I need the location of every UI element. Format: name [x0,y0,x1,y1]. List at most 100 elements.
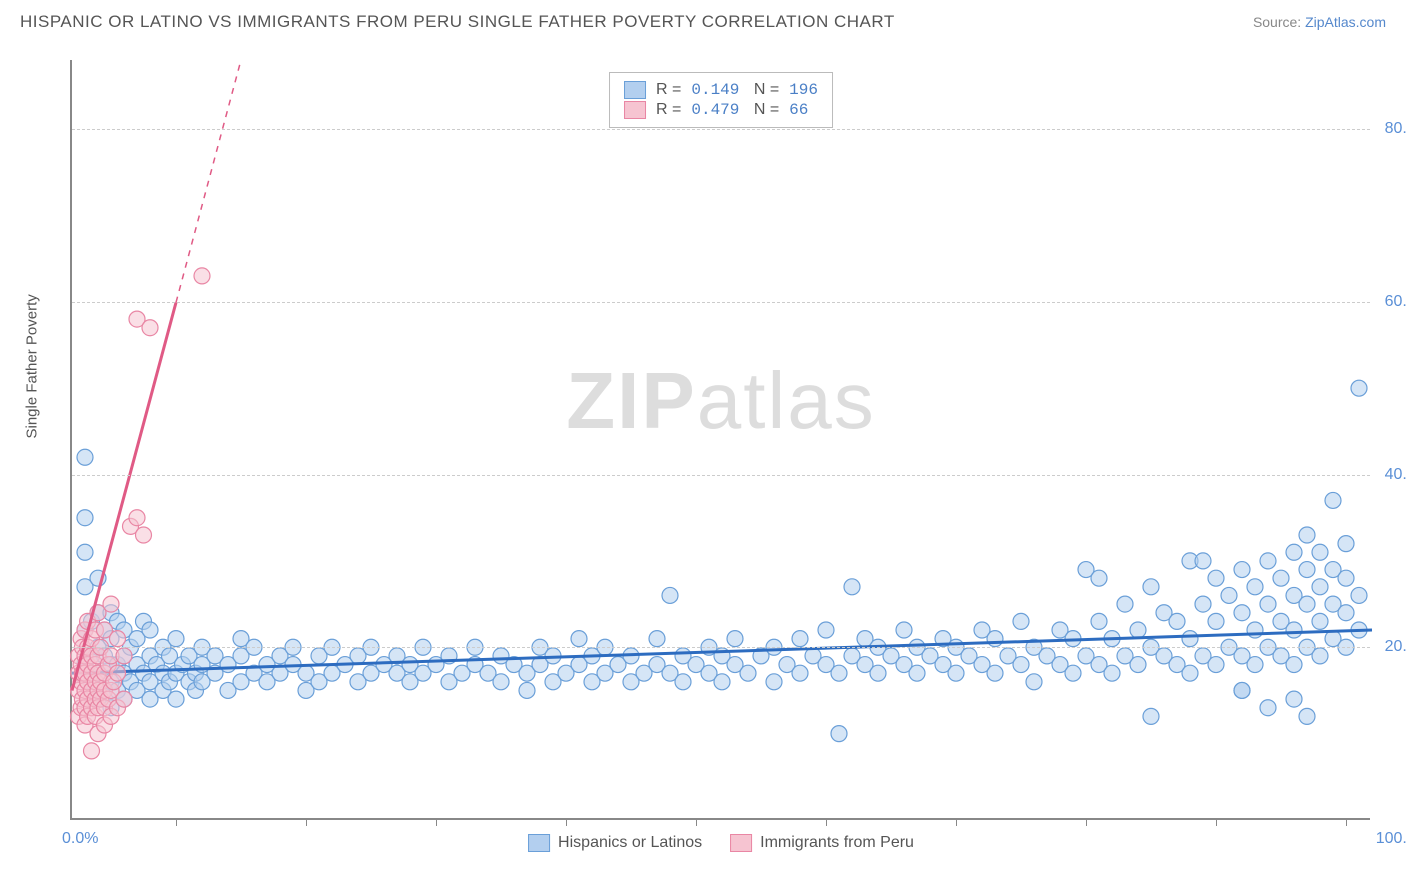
x-tick-mark [436,818,437,826]
data-point [493,674,509,690]
data-point [1338,536,1354,552]
grid-line-h [72,129,1370,130]
x-tick-mark [176,818,177,826]
data-point [1299,527,1315,543]
data-point [909,665,925,681]
data-point [1091,570,1107,586]
data-point [1260,596,1276,612]
x-tick-mark [956,818,957,826]
data-point [1338,605,1354,621]
data-point [1117,596,1133,612]
legend-swatch [528,834,550,852]
data-point [1312,544,1328,560]
grid-line-h [72,475,1370,476]
data-point [1221,587,1237,603]
data-point [1208,613,1224,629]
data-point [571,631,587,647]
data-point [77,510,93,526]
data-point [1247,579,1263,595]
data-point [948,665,964,681]
legend-swatch [730,834,752,852]
data-point [1130,657,1146,673]
chart-title: HISPANIC OR LATINO VS IMMIGRANTS FROM PE… [20,12,895,32]
data-point [1169,613,1185,629]
data-point [194,268,210,284]
data-point [1013,613,1029,629]
data-point [818,622,834,638]
data-point [1104,665,1120,681]
data-point [1312,613,1328,629]
data-point [1286,544,1302,560]
y-tick-label: 60.0% [1385,293,1406,311]
data-point [1312,648,1328,664]
trend-line-dashed [176,60,241,302]
data-point [987,665,1003,681]
y-tick-label: 40.0% [1385,466,1406,484]
data-point [1208,570,1224,586]
data-point [831,726,847,742]
data-point [129,510,145,526]
chart-source: Source: ZipAtlas.com [1253,14,1386,30]
grid-line-h [72,302,1370,303]
data-point [519,682,535,698]
data-point [1091,613,1107,629]
data-point [142,622,158,638]
data-point [1260,700,1276,716]
data-point [1338,570,1354,586]
data-point [662,587,678,603]
data-point [110,631,126,647]
data-point [1234,682,1250,698]
data-point [168,631,184,647]
data-point [1143,579,1159,595]
legend-series: Hispanics or Latinos Immigrants from Peru [528,834,914,852]
data-point [136,527,152,543]
source-link[interactable]: ZipAtlas.com [1305,14,1386,30]
x-tick-mark [1216,818,1217,826]
legend-item: Immigrants from Peru [730,834,914,852]
data-point [675,674,691,690]
data-point [1286,691,1302,707]
legend-row: R = 0.149 N = 196 [624,81,818,99]
data-point [714,674,730,690]
legend-item: Hispanics or Latinos [528,834,702,852]
data-point [1026,674,1042,690]
data-point [1299,596,1315,612]
data-point [1013,657,1029,673]
data-point [740,665,756,681]
data-point [987,631,1003,647]
data-point [1299,708,1315,724]
data-point [649,631,665,647]
data-point [116,691,132,707]
data-point [792,665,808,681]
data-point [116,648,132,664]
data-point [1247,622,1263,638]
data-point [1351,380,1367,396]
data-point [1286,657,1302,673]
data-point [1182,631,1198,647]
data-point [1195,596,1211,612]
data-point [1208,657,1224,673]
x-tick-mark [1346,818,1347,826]
data-point [1195,553,1211,569]
grid-line-h [72,647,1370,648]
x-tick-mark [826,818,827,826]
x-tick-mark [1086,818,1087,826]
data-point [1260,553,1276,569]
data-point [77,544,93,560]
legend-swatch [624,81,646,99]
legend-swatch [624,101,646,119]
data-point [870,665,886,681]
data-point [831,665,847,681]
data-point [1273,570,1289,586]
data-point [1286,622,1302,638]
y-axis-label: Single Father Poverty [24,294,41,438]
x-tick-label-max: 100.0% [1376,830,1406,848]
data-point [84,743,100,759]
data-point [1234,562,1250,578]
data-point [792,631,808,647]
legend-row: R = 0.479 N = 66 [624,101,818,119]
data-point [1247,657,1263,673]
data-point [844,579,860,595]
data-point [110,665,126,681]
x-tick-label-min: 0.0% [62,830,98,848]
